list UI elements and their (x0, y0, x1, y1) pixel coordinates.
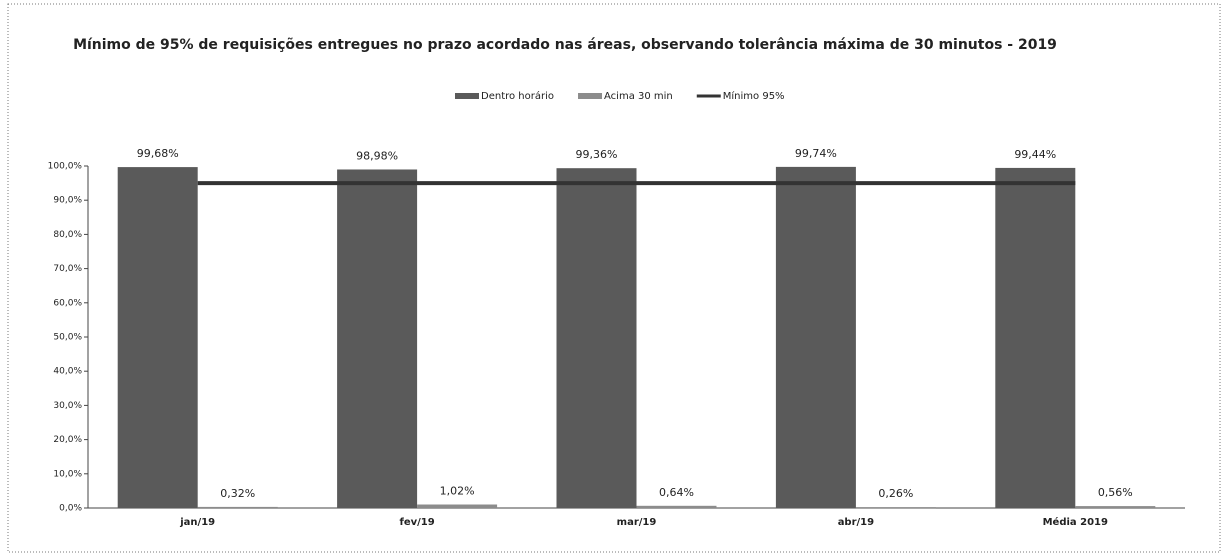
y-tick-label: 50,0% (53, 333, 82, 343)
value-label: 99,74% (795, 147, 837, 160)
y-tick-label: 80,0% (53, 230, 82, 240)
y-tick-label: 0,0% (59, 504, 82, 514)
value-label: 0,64% (659, 486, 694, 499)
y-tick-label: 90,0% (53, 196, 82, 206)
legend-swatch (455, 93, 479, 99)
legend-label: Acima 30 min (604, 91, 673, 102)
value-label: 99,68% (137, 147, 179, 160)
bar (197, 506, 278, 508)
chart-title: Mínimo de 95% de requisições entregues n… (73, 37, 1057, 53)
y-tick-label: 100,0% (48, 162, 83, 172)
x-tick-label: abr/19 (838, 517, 874, 528)
value-label: 98,98% (356, 149, 398, 162)
y-tick-label: 40,0% (53, 367, 82, 377)
bar (117, 167, 198, 508)
legend-label: Mínimo 95% (723, 90, 785, 102)
y-tick-label: 10,0% (53, 469, 82, 479)
y-tick-label: 70,0% (53, 264, 82, 274)
bar (337, 169, 418, 508)
x-tick-label: fev/19 (399, 517, 434, 528)
x-tick-label: jan/19 (179, 517, 215, 528)
x-tick-label: mar/19 (617, 517, 657, 528)
value-label: 0,56% (1098, 486, 1133, 499)
bar (995, 167, 1076, 508)
bar (775, 166, 856, 508)
y-tick-label: 20,0% (53, 435, 82, 445)
legend-swatch (578, 93, 603, 99)
y-tick-label: 30,0% (53, 401, 82, 411)
bar (636, 505, 717, 508)
value-label: 0,32% (220, 487, 255, 500)
frame (7, 3, 1221, 553)
value-label: 0,26% (878, 487, 913, 500)
x-tick-label: Média 2019 (1043, 516, 1108, 528)
bar (1075, 506, 1156, 508)
bar (556, 168, 637, 509)
value-label: 99,36% (576, 148, 618, 161)
value-label: 99,44% (1014, 148, 1056, 161)
bar (417, 504, 498, 508)
value-label: 1,02% (440, 485, 475, 498)
legend-label: Dentro horário (481, 90, 554, 102)
bar (855, 507, 936, 509)
y-tick-label: 60,0% (53, 298, 82, 308)
